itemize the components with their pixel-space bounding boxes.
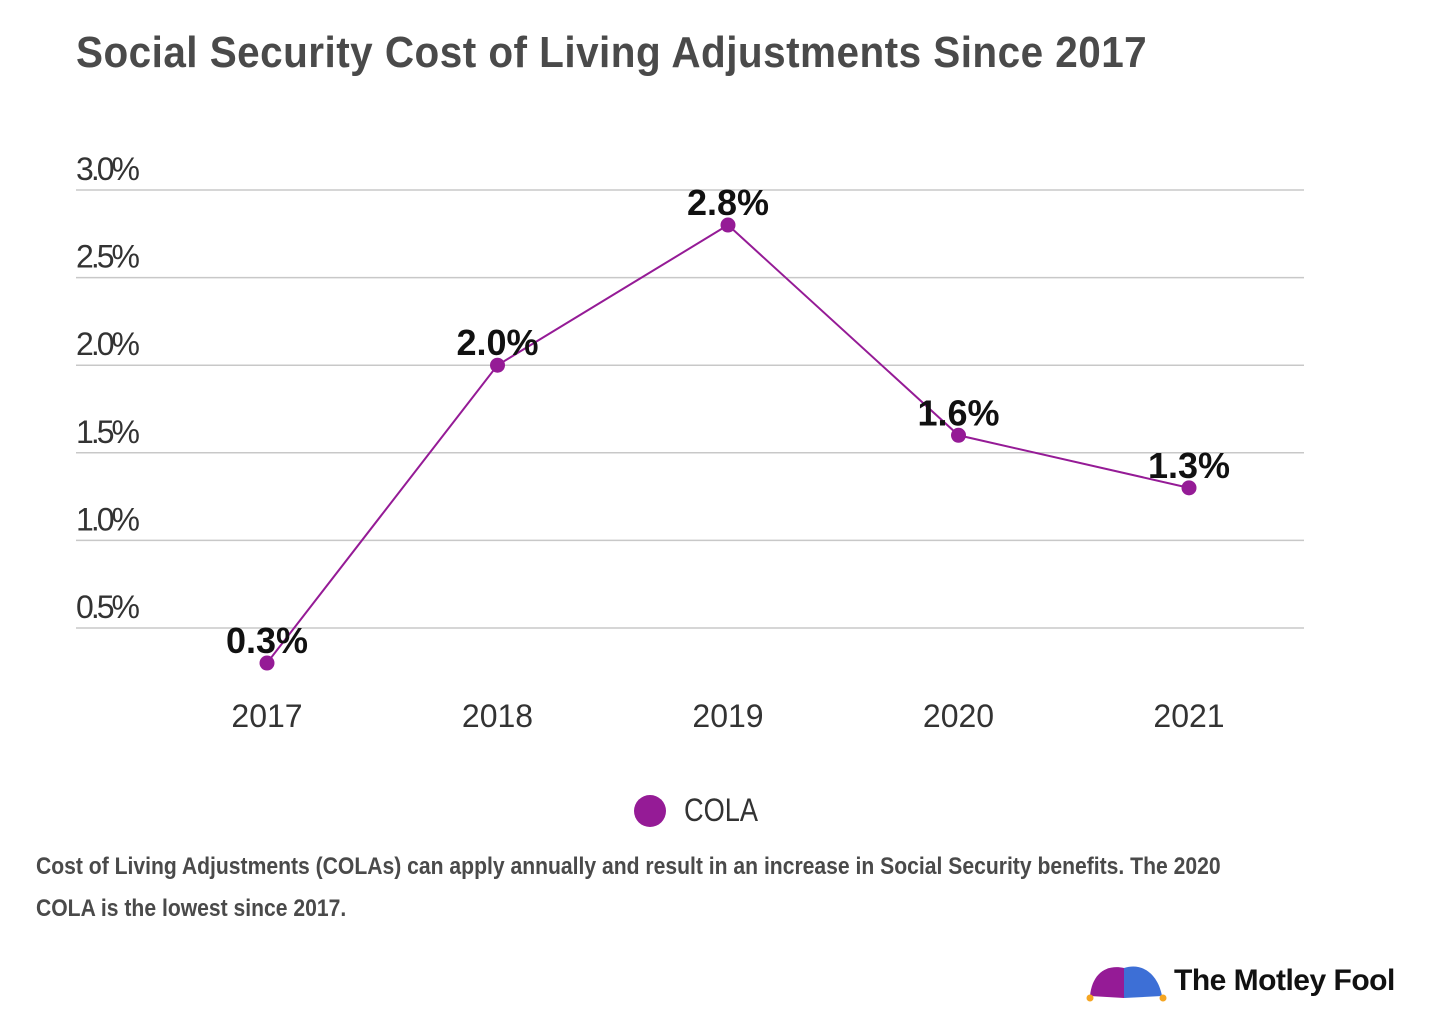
series-line xyxy=(266,223,1190,664)
data-label: 2.0% xyxy=(456,322,538,363)
data-point xyxy=(259,655,275,671)
y-tick-label: 1.0% xyxy=(76,501,140,537)
jester-hat-icon xyxy=(1086,966,1167,1002)
y-tick-label: 1.5% xyxy=(76,414,140,450)
x-tick-label: 2018 xyxy=(462,698,533,734)
legend: COLA xyxy=(634,792,771,829)
chart-title: Social Security Cost of Living Adjustmen… xyxy=(76,28,1148,77)
caption: Cost of Living Adjustments (COLAs) can a… xyxy=(36,853,1221,922)
motley-fool-logo: The Motley Fool xyxy=(1084,960,1395,1002)
data-label: 1.3% xyxy=(1148,445,1230,486)
line-chart: 0.5% 1.0% 1.5% 2.0% 2.5% 3.0% 2017 2018 2019 2020… xyxy=(76,151,1304,734)
data-point xyxy=(490,357,505,373)
x-tick-label: 2021 xyxy=(1153,698,1224,734)
data-point xyxy=(951,427,966,443)
data-point xyxy=(720,217,736,233)
x-tick-label: 2019 xyxy=(692,698,763,734)
data-label: 1.6% xyxy=(917,392,999,433)
y-tick-label: 0.5% xyxy=(76,589,140,625)
data-label: 0.3% xyxy=(226,620,308,661)
legend-label: COLA xyxy=(684,792,759,828)
y-tick-label: 2.5% xyxy=(76,239,140,275)
x-tick-label: 2017 xyxy=(231,698,302,734)
legend-marker xyxy=(634,794,666,827)
logo-text: The Motley Fool xyxy=(1174,964,1395,997)
y-tick-label: 3.0% xyxy=(76,151,140,187)
x-tick-label: 2020 xyxy=(923,698,994,734)
y-tick-label: 2.0% xyxy=(76,326,140,362)
data-point xyxy=(1181,480,1197,496)
data-label: 2.8% xyxy=(687,182,769,223)
